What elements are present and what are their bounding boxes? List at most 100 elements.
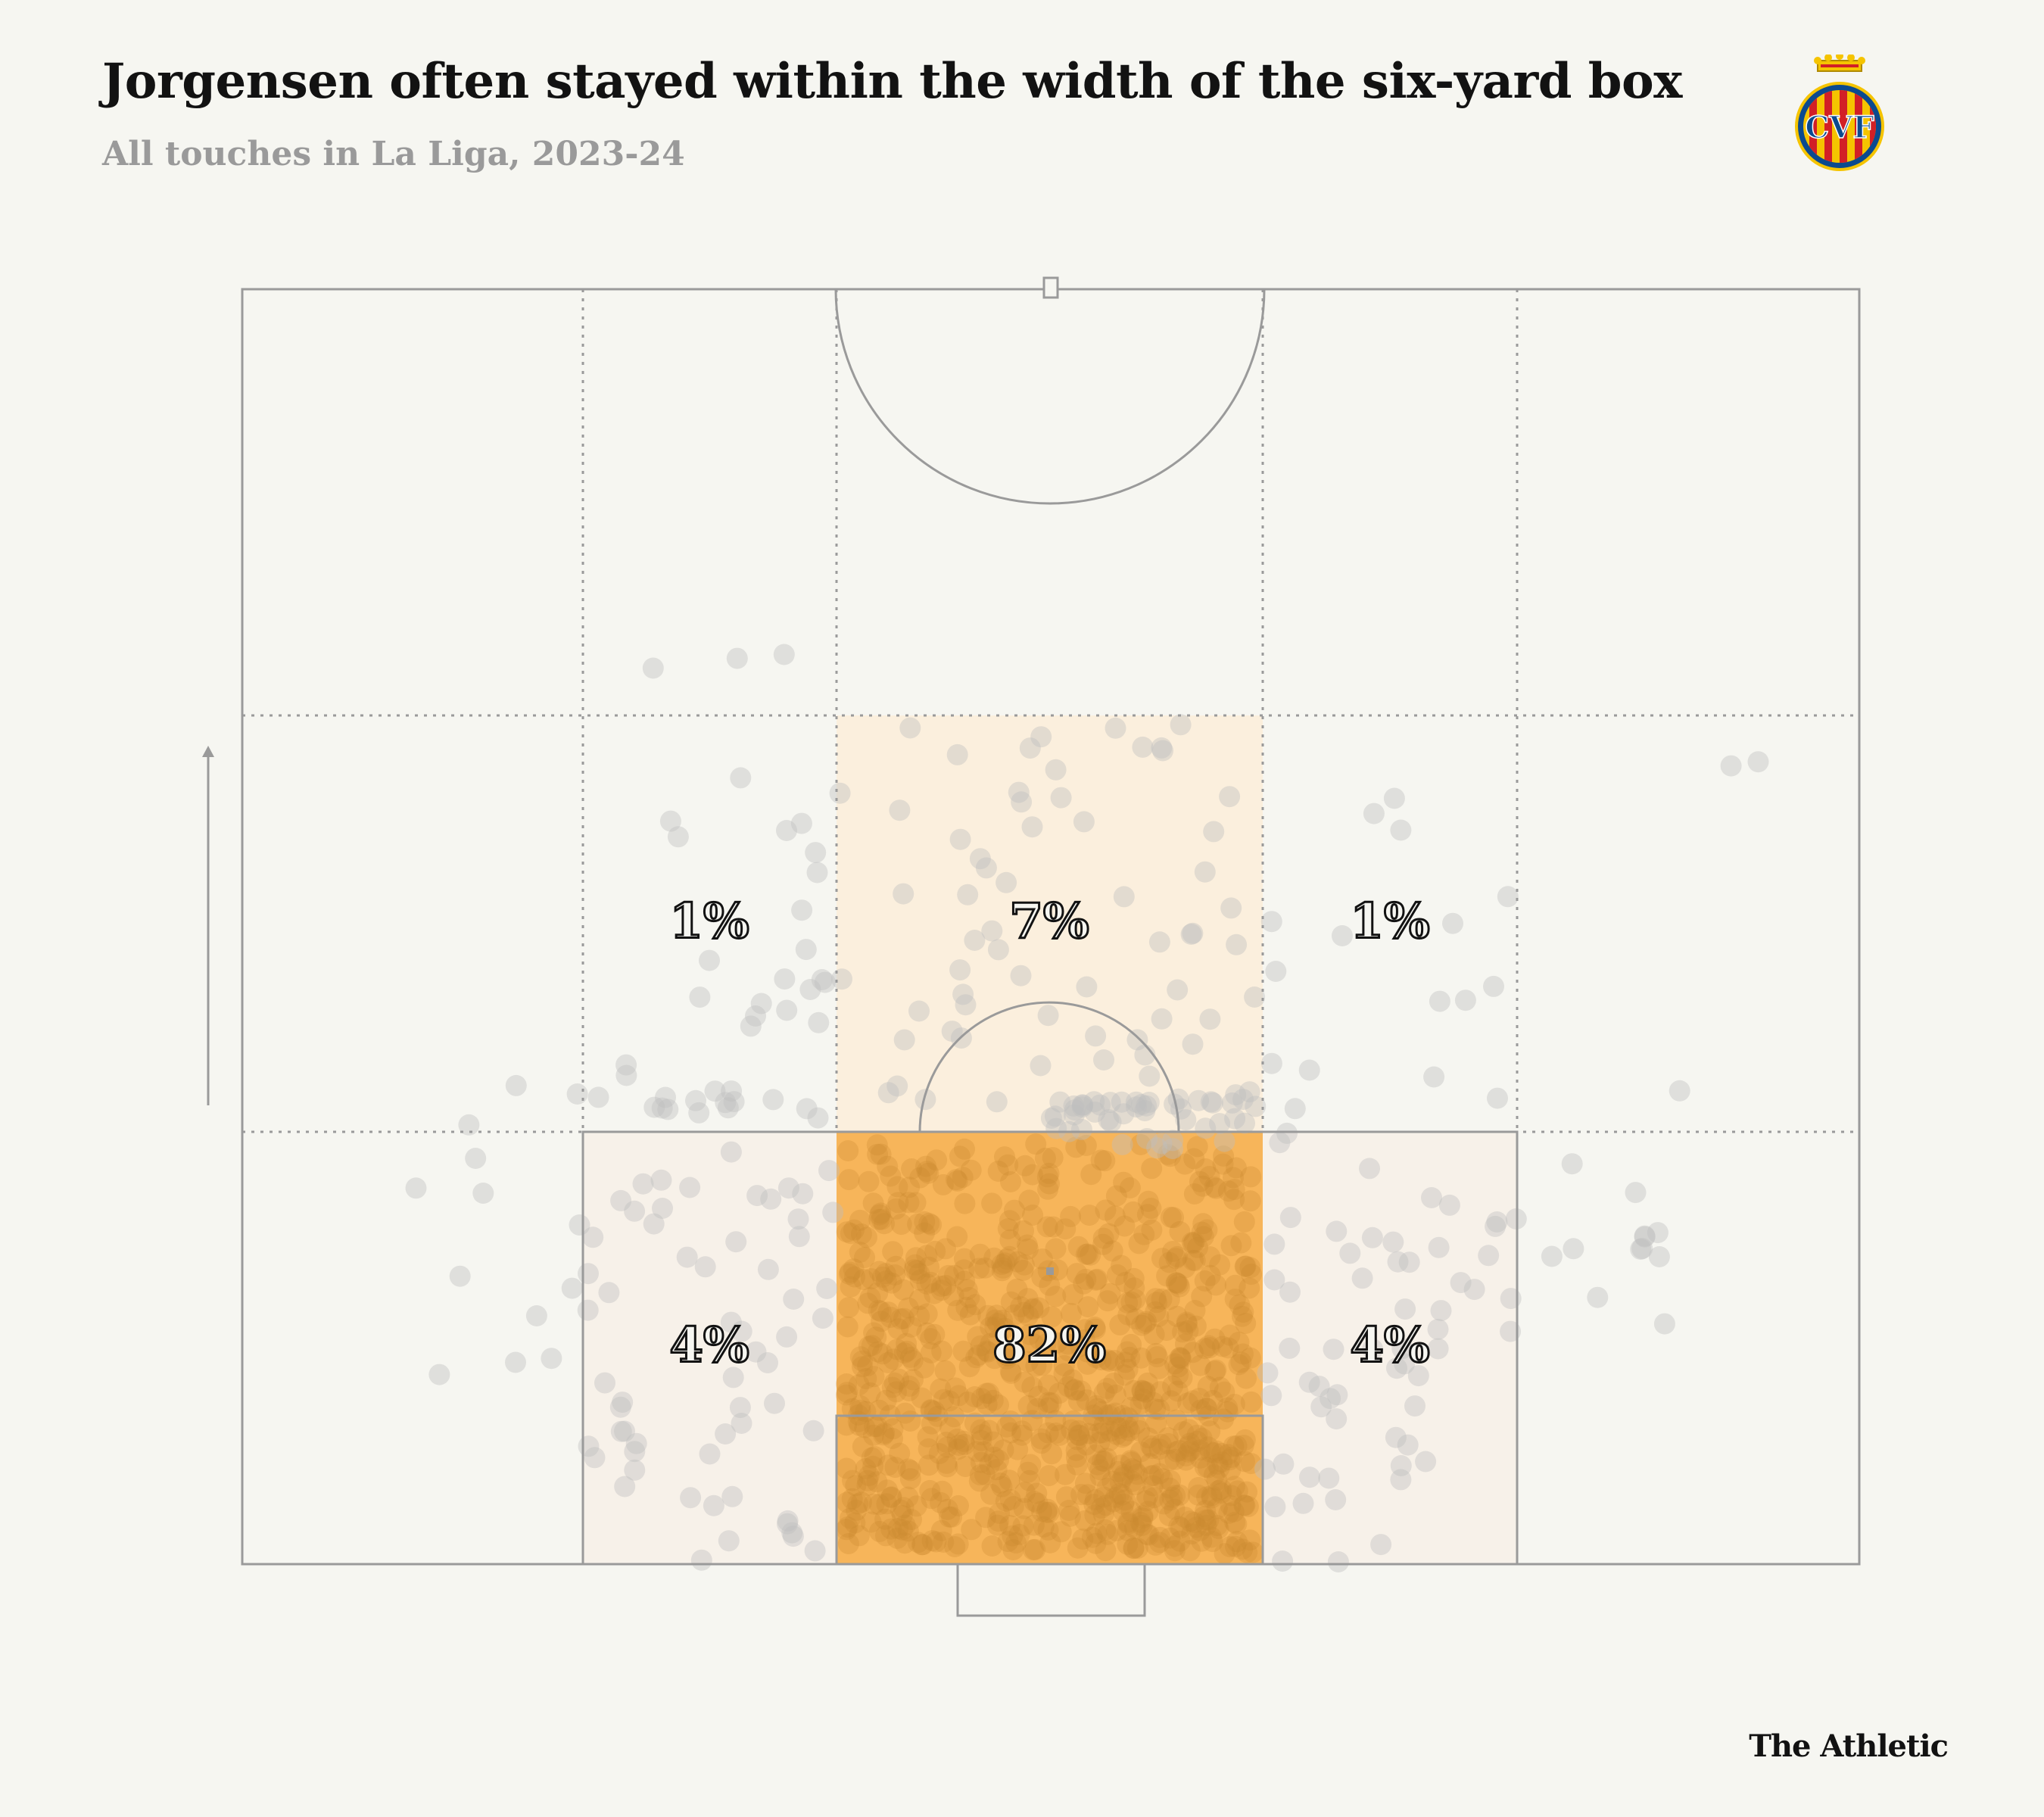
touch-dot	[846, 1499, 868, 1521]
touch-dot	[1000, 1422, 1022, 1444]
touch-dot	[1021, 1164, 1043, 1186]
touch-dot	[1092, 1233, 1114, 1255]
touch-dot	[864, 1446, 886, 1467]
touch-dot	[1066, 1263, 1088, 1285]
touch-dot	[935, 1275, 957, 1296]
touch-dot	[718, 1530, 740, 1552]
touch-dot	[874, 1213, 895, 1235]
touch-dot	[1097, 1290, 1119, 1312]
touch-dot	[1105, 717, 1126, 739]
touch-dot	[946, 1169, 967, 1191]
touch-dot	[1219, 1536, 1241, 1557]
touch-dot	[1276, 1122, 1298, 1144]
pitch-lines	[241, 276, 1861, 1617]
touch-dot	[944, 1536, 966, 1557]
touch-dot	[1065, 1446, 1087, 1468]
touch-dot	[745, 1341, 767, 1363]
touch-dot	[1237, 1495, 1259, 1517]
touch-dot	[569, 1214, 590, 1236]
touch-dot	[1045, 1238, 1067, 1260]
touch-dot	[877, 1155, 899, 1177]
touch-dot	[1159, 1477, 1181, 1499]
touch-dot	[861, 1447, 883, 1469]
touch-dot	[1041, 1443, 1063, 1465]
touch-dot	[971, 1388, 992, 1410]
touch-dot	[1211, 1478, 1232, 1500]
touch-dot	[1174, 1153, 1196, 1175]
touch-dot	[1010, 965, 1032, 986]
touch-dot	[1105, 1185, 1127, 1207]
touch-dot	[837, 1516, 858, 1538]
touch-dot	[836, 1414, 858, 1436]
touch-dot	[1037, 1178, 1059, 1200]
touch-dot	[1021, 1376, 1043, 1398]
touch-dot	[925, 1531, 947, 1553]
touch-dot	[1062, 1284, 1084, 1305]
touch-dot	[836, 1384, 857, 1406]
touch-dot	[987, 1329, 1009, 1351]
touch-dot	[893, 1497, 915, 1519]
touch-dot	[1217, 1397, 1239, 1419]
touch-dot	[1002, 1525, 1024, 1547]
touch-dot	[1224, 1274, 1246, 1296]
touch-dot	[1647, 1222, 1669, 1244]
touch-dot	[1123, 1379, 1145, 1401]
touch-dot	[920, 1342, 942, 1364]
touch-dot	[1230, 1232, 1252, 1254]
touch-dot	[1292, 1492, 1314, 1514]
touch-dot	[1136, 1523, 1158, 1545]
touch-dot	[1235, 1313, 1257, 1334]
touch-dot	[1084, 1489, 1106, 1510]
touch-dot	[1188, 1476, 1210, 1498]
touch-dot	[986, 1459, 1008, 1481]
touch-dot	[1083, 1494, 1105, 1516]
touch-dot	[1390, 819, 1412, 841]
touch-dot	[1158, 1449, 1180, 1471]
touch-dot	[1094, 1150, 1116, 1172]
touch-dot	[899, 1375, 921, 1397]
touch-dot	[1223, 1167, 1244, 1189]
touch-dot	[1038, 1162, 1060, 1184]
touch-dot	[1096, 1377, 1118, 1399]
touch-dot	[974, 1257, 996, 1279]
touch-dot	[1223, 1394, 1245, 1415]
touch-dot	[1194, 1270, 1216, 1292]
touch-dot	[897, 1486, 919, 1508]
touch-dot	[836, 1457, 858, 1479]
touch-dot	[901, 1158, 923, 1180]
touch-dot	[1040, 1392, 1062, 1413]
touch-dot	[1120, 1333, 1142, 1355]
touch-dot	[757, 1352, 778, 1373]
touch-dot	[1095, 1540, 1117, 1562]
touch-dot	[1113, 1464, 1135, 1485]
touch-dot	[1235, 1367, 1257, 1389]
touch-dot	[1397, 1434, 1419, 1456]
touch-dot	[1398, 1251, 1420, 1273]
touch-dot	[1063, 1095, 1085, 1117]
zone-label-center-mid: 7%	[1009, 893, 1089, 950]
touch-dot	[968, 1258, 990, 1279]
touch-dot	[1236, 1481, 1257, 1503]
touch-dot	[1119, 1420, 1140, 1441]
touch-dot	[1125, 1308, 1147, 1330]
touch-dot	[1148, 1532, 1170, 1554]
touch-dot	[980, 1483, 1002, 1505]
touch-dot	[893, 883, 915, 905]
touch-dot	[955, 1456, 977, 1477]
touch-dot	[875, 1270, 897, 1292]
touch-dot	[1203, 1441, 1225, 1463]
touch-dot	[1136, 1204, 1158, 1226]
touch-dot	[1310, 1396, 1332, 1418]
touch-dot	[1008, 1523, 1030, 1545]
touch-dot	[1092, 1503, 1114, 1525]
touch-dot	[1084, 1318, 1106, 1340]
touch-dot	[1323, 1339, 1344, 1360]
touch-dot	[1179, 1540, 1201, 1562]
touch-dot	[795, 939, 817, 961]
touch-dot	[1115, 1271, 1137, 1293]
touch-dot	[584, 1447, 606, 1469]
touch-dot	[1151, 1289, 1173, 1310]
touch-dot	[1169, 1347, 1191, 1369]
touch-dot	[946, 1429, 968, 1450]
touch-dot	[852, 1269, 874, 1291]
